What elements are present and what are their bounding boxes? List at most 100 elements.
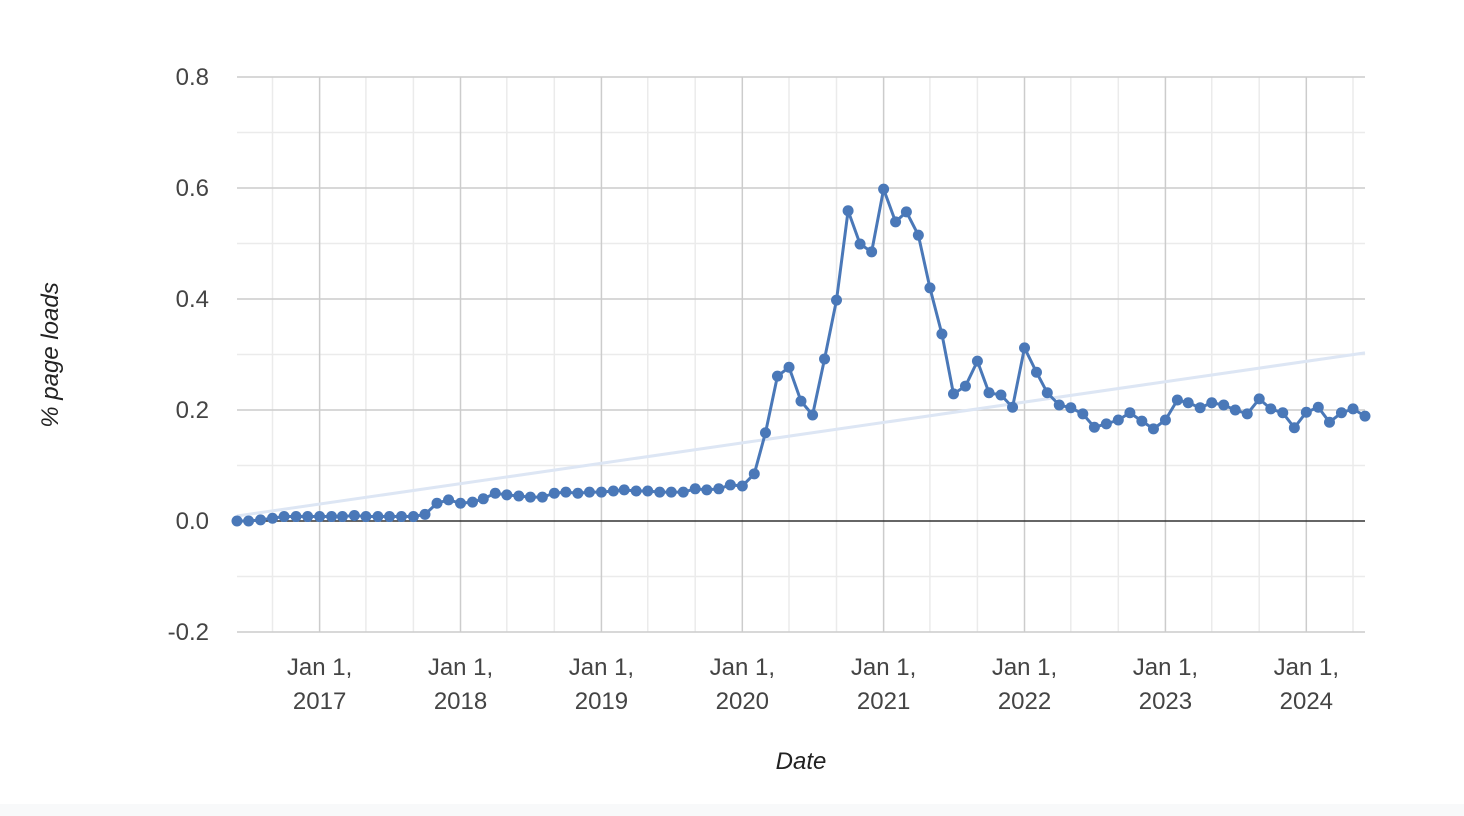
data-point <box>326 511 338 523</box>
data-point <box>1229 404 1241 416</box>
data-point <box>360 511 372 523</box>
data-point <box>736 480 748 492</box>
x-tick-label: Jan 1, 2024 <box>1274 654 1339 715</box>
data-point <box>783 361 795 373</box>
data-point <box>383 511 395 523</box>
plot <box>231 183 1371 527</box>
data-point <box>524 491 536 503</box>
data-point <box>477 493 489 505</box>
data-point <box>795 395 807 407</box>
y-tick-label: 0.2 <box>176 397 209 424</box>
data-point <box>677 486 689 498</box>
data-point <box>572 487 584 499</box>
y-tick-label: -0.2 <box>168 619 209 646</box>
data-point <box>1065 402 1077 414</box>
data-point <box>971 355 983 367</box>
data-point <box>900 206 912 218</box>
data-point <box>630 485 642 497</box>
y-tick-label: 0.0 <box>176 508 209 535</box>
data-point <box>1300 406 1312 418</box>
data-point <box>936 328 948 340</box>
data-point <box>983 387 995 399</box>
data-point <box>890 216 902 228</box>
data-point <box>689 483 701 495</box>
data-point <box>995 389 1007 401</box>
data-point <box>548 487 560 499</box>
x-tick-label: Jan 1, 2019 <box>569 654 634 715</box>
data-point <box>1194 402 1206 414</box>
trendline <box>236 351 1366 518</box>
data-point <box>489 487 501 499</box>
data-point <box>1030 366 1042 378</box>
data-point <box>748 468 760 480</box>
data-point <box>243 515 255 527</box>
data-point <box>455 497 467 509</box>
data-point <box>618 484 630 496</box>
data-point <box>724 479 736 491</box>
data-point <box>819 353 831 365</box>
data-point <box>607 485 619 497</box>
x-tick-label: Jan 1, 2023 <box>1133 654 1198 715</box>
data-point <box>231 515 243 527</box>
data-point <box>1312 401 1324 413</box>
data-point <box>759 427 771 439</box>
data-point <box>1359 410 1371 422</box>
data-point <box>1253 393 1265 405</box>
data-point <box>255 514 267 526</box>
data-point <box>866 246 878 258</box>
data-point <box>1077 408 1089 420</box>
data-point <box>878 183 890 195</box>
data-point <box>1206 397 1218 409</box>
data-point <box>959 380 971 392</box>
data-point <box>654 486 666 498</box>
data-point <box>1277 407 1289 419</box>
data-point <box>513 490 525 502</box>
data-point <box>1019 342 1031 354</box>
data-point <box>501 489 513 501</box>
y-tick-label: 0.4 <box>176 286 209 313</box>
data-point <box>1335 407 1347 419</box>
data-point <box>924 282 936 294</box>
x-tick-label: Jan 1, 2018 <box>428 654 493 715</box>
data-point <box>314 511 326 523</box>
data-point <box>372 511 384 523</box>
data-point <box>1041 387 1053 399</box>
data-point <box>278 511 290 523</box>
data-point <box>1124 407 1136 419</box>
data-point <box>431 497 443 509</box>
data-point <box>1053 399 1065 411</box>
data-point <box>642 485 654 497</box>
data-point <box>842 205 854 217</box>
data-point <box>595 486 607 498</box>
data-point <box>1288 422 1300 434</box>
x-tick-label: Jan 1, 2020 <box>710 654 775 715</box>
data-point <box>1147 423 1159 435</box>
data-point <box>267 512 279 524</box>
x-tick-label: Jan 1, 2022 <box>992 654 1057 715</box>
y-axis-title: % page loads <box>37 282 64 427</box>
y-tick-label: 0.6 <box>176 175 209 202</box>
data-point <box>419 508 431 520</box>
data-point <box>443 494 455 506</box>
x-axis-title: Date <box>776 748 827 775</box>
data-point <box>302 511 314 523</box>
x-tick-label: Jan 1, 2021 <box>851 654 916 715</box>
data-point <box>854 238 866 250</box>
data-point <box>831 294 843 306</box>
data-point <box>713 483 725 495</box>
data-point <box>1088 421 1100 433</box>
x-tick-label: Jan 1, 2017 <box>287 654 352 715</box>
data-point <box>1265 403 1277 415</box>
data-point <box>290 511 302 523</box>
data-point <box>536 491 548 503</box>
data-point <box>1007 401 1019 413</box>
data-point <box>771 370 783 382</box>
data-point <box>583 486 595 498</box>
data-point <box>1241 408 1253 420</box>
data-point <box>1347 403 1359 415</box>
data-point <box>348 509 360 521</box>
footer-strip <box>0 804 1464 816</box>
data-point <box>665 486 677 498</box>
data-point <box>407 511 419 523</box>
